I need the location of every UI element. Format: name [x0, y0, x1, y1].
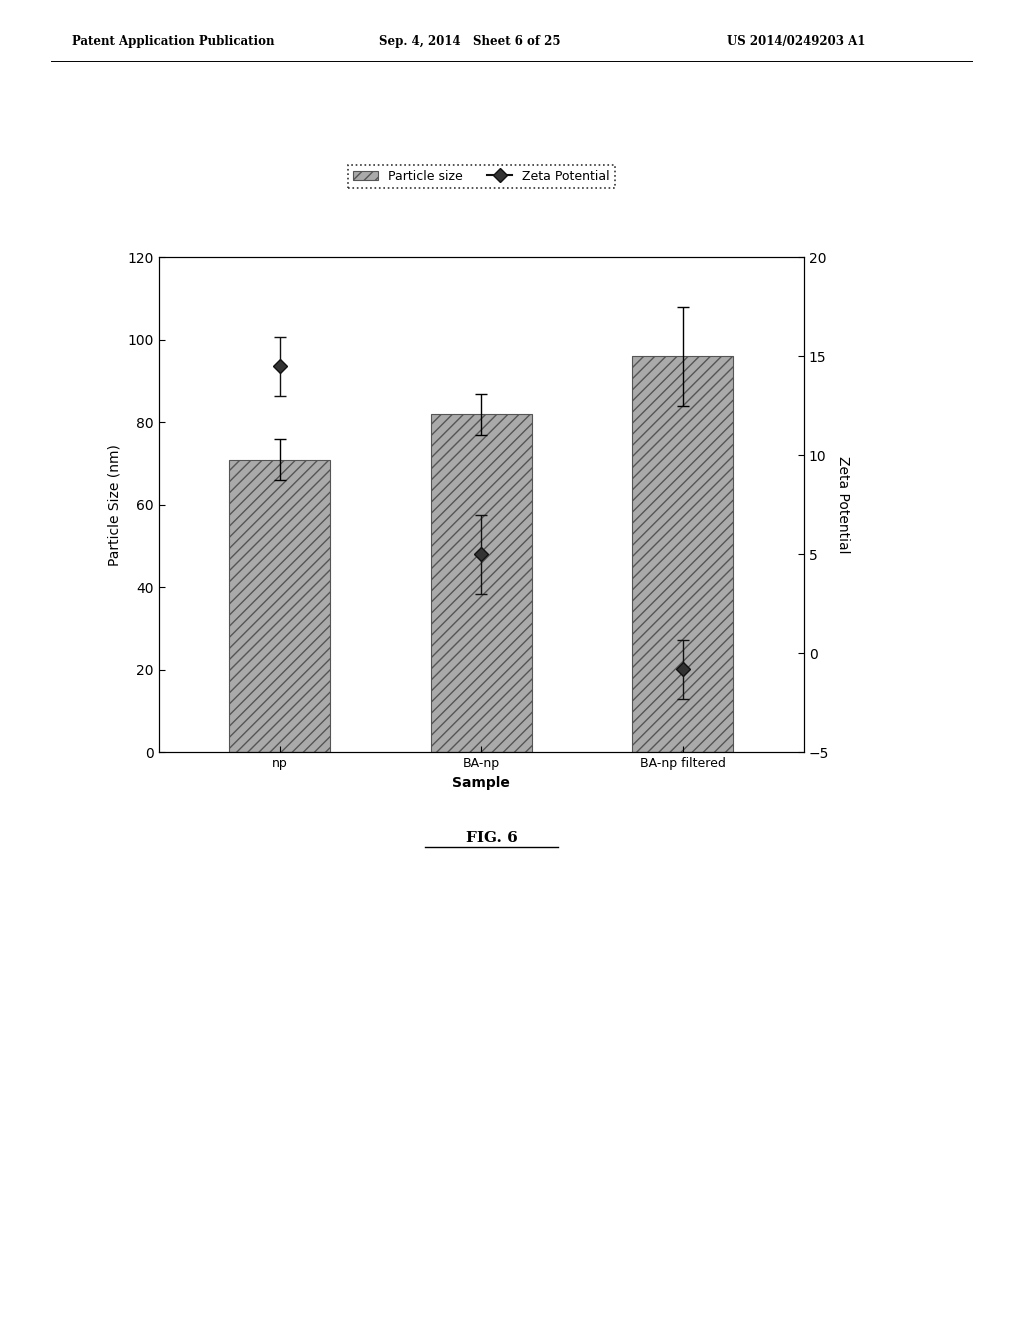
Y-axis label: Zeta Potential: Zeta Potential [836, 457, 850, 553]
Bar [633, 356, 733, 752]
Legend: Particle size, Zeta Potential: Particle size, Zeta Potential [347, 165, 615, 187]
Text: US 2014/0249203 A1: US 2014/0249203 A1 [727, 34, 865, 48]
Y-axis label: Particle Size (nm): Particle Size (nm) [108, 444, 122, 566]
Text: Patent Application Publication: Patent Application Publication [72, 34, 274, 48]
Text: FIG. 6: FIG. 6 [466, 832, 517, 845]
X-axis label: Sample: Sample [453, 776, 510, 789]
Bar [431, 414, 531, 752]
Bar [229, 459, 330, 752]
Text: Sep. 4, 2014   Sheet 6 of 25: Sep. 4, 2014 Sheet 6 of 25 [379, 34, 560, 48]
